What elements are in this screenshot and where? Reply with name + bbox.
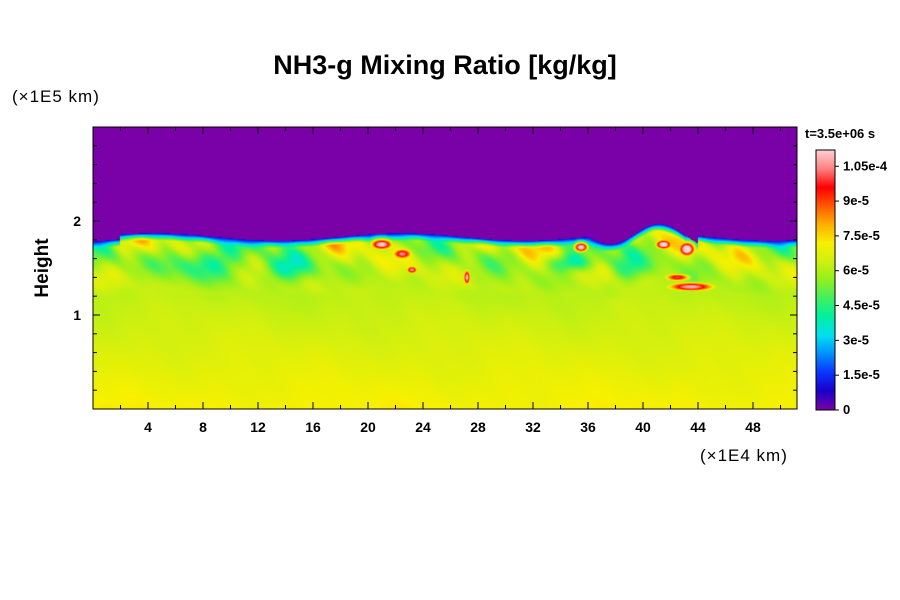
x-tick-label: 36 (580, 419, 596, 435)
x-tick-label: 4 (144, 419, 152, 435)
colorbar-label: 1.05e-4 (843, 158, 888, 173)
x-tick-label: 16 (305, 419, 321, 435)
colorbar-label: 4.5e-5 (843, 298, 880, 313)
y-axis-unit: (×1E5 km) (12, 87, 100, 106)
y-axis-label: Height (32, 238, 53, 298)
x-tick-label: 40 (635, 419, 651, 435)
plot-area (92, 126, 798, 410)
colorbar-label: 0 (843, 402, 850, 417)
chart-title: NH3-g Mixing Ratio [kg/kg] (273, 50, 617, 80)
x-tick-label: 20 (360, 419, 376, 435)
time-label: t=3.5e+06 s (805, 126, 875, 141)
x-tick-label: 24 (415, 419, 431, 435)
x-tick-label: 32 (525, 419, 541, 435)
y-axis: 12 (73, 145, 797, 391)
x-tick-label: 12 (250, 419, 266, 435)
mixing-ratio-field (93, 127, 797, 409)
colorbar: 1.05e-4 9e-5 7.5e-5 6e-5 4.5e-5 3e-5 1.5e-5 0 (815, 149, 888, 417)
colorbar-gradient (816, 150, 835, 410)
x-tick-label: 8 (199, 419, 207, 435)
x-axis-unit: (×1E4 km) (700, 446, 788, 465)
y-tick-label: 2 (73, 213, 81, 229)
colorbar-label: 3e-5 (843, 332, 869, 347)
colorbar-frame (815, 149, 836, 411)
colorbar-label: 6e-5 (843, 263, 869, 278)
colorbar-label: 9e-5 (843, 193, 869, 208)
x-tick-label: 28 (470, 419, 486, 435)
colorbar-label: 1.5e-5 (843, 367, 880, 382)
colorbar-label: 7.5e-5 (843, 228, 880, 243)
plot-frame (92, 126, 798, 410)
x-axis: 4 8 12 16 20 24 28 32 36 40 44 48 (120, 127, 781, 435)
y-tick-label: 1 (73, 307, 81, 323)
x-tick-label: 48 (745, 419, 761, 435)
x-tick-label: 44 (690, 419, 706, 435)
